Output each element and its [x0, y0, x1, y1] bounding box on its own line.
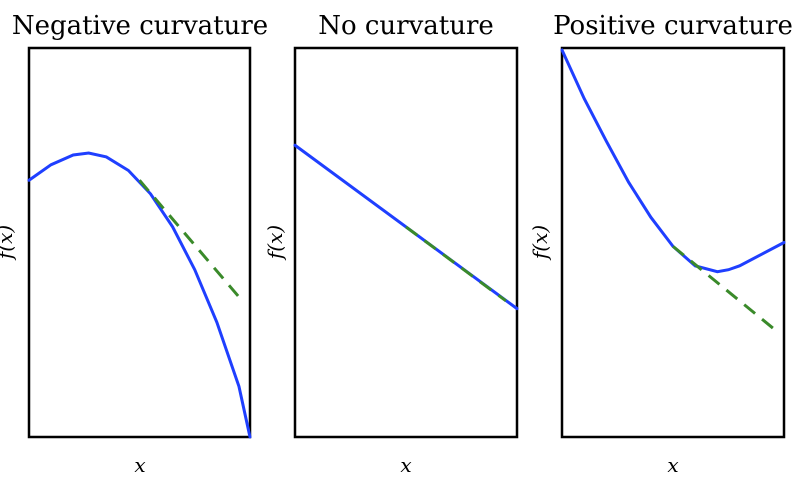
tangent-line	[138, 179, 241, 298]
panel-title: Positive curvature	[553, 11, 793, 41]
function-curve	[27, 151, 252, 439]
y-axis-label: f(x)	[528, 225, 552, 261]
y-axis-label: f(x)	[263, 225, 287, 261]
x-axis-label: x	[134, 453, 145, 477]
plot-frame	[560, 46, 786, 439]
y-axis-label: f(x)	[0, 225, 17, 261]
plot-frame	[293, 46, 519, 439]
panel-negative-curvature: Negative curvature x f(x)	[0, 11, 268, 477]
panel-title: No curvature	[318, 11, 494, 41]
panel-no-curvature: No curvature x f(x)	[263, 11, 519, 477]
panel-title: Negative curvature	[12, 11, 268, 41]
plot-frame	[27, 46, 252, 439]
panel-positive-curvature: Positive curvature x f(x)	[528, 11, 793, 477]
x-axis-label: x	[667, 453, 678, 477]
tangent-line	[405, 225, 507, 303]
function-curve	[560, 48, 786, 274]
x-axis-label: x	[400, 453, 411, 477]
